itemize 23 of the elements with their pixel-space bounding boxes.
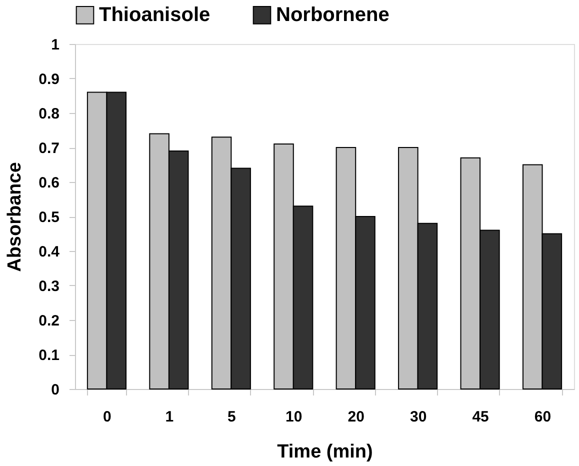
y-tick-label: 0.8 [38, 106, 60, 122]
legend-label: Norbornene [276, 4, 390, 26]
x-tick-label: 20 [348, 408, 364, 426]
x-tick-label: 1 [165, 408, 174, 426]
y-tick-label: 0.6 [38, 174, 60, 192]
x-tick-label: 60 [534, 408, 552, 426]
x-tick-label: 30 [410, 408, 427, 426]
x-axis-title: Time (min) [277, 442, 373, 462]
y-tick-label: 0.1 [38, 347, 60, 364]
y-tick-label: 0.2 [38, 312, 60, 330]
y-tick-label: 0.4 [38, 244, 60, 260]
x-tick-label: 10 [286, 408, 302, 426]
y-tick-label: 0.5 [38, 209, 60, 226]
y-tick-label: 1 [51, 36, 60, 54]
y-tick-label: 0 [51, 382, 60, 398]
y-tick-label: 0.9 [38, 71, 60, 88]
y-axis-title: Absorbance [4, 162, 26, 272]
x-tick-label: 45 [472, 408, 489, 426]
legend-label: Thioanisole [99, 4, 210, 26]
y-tick-label: 0.3 [38, 278, 60, 295]
y-tick-label: 0.7 [38, 140, 60, 157]
x-tick-label: 0 [103, 408, 112, 426]
x-tick-label: 5 [228, 408, 236, 426]
